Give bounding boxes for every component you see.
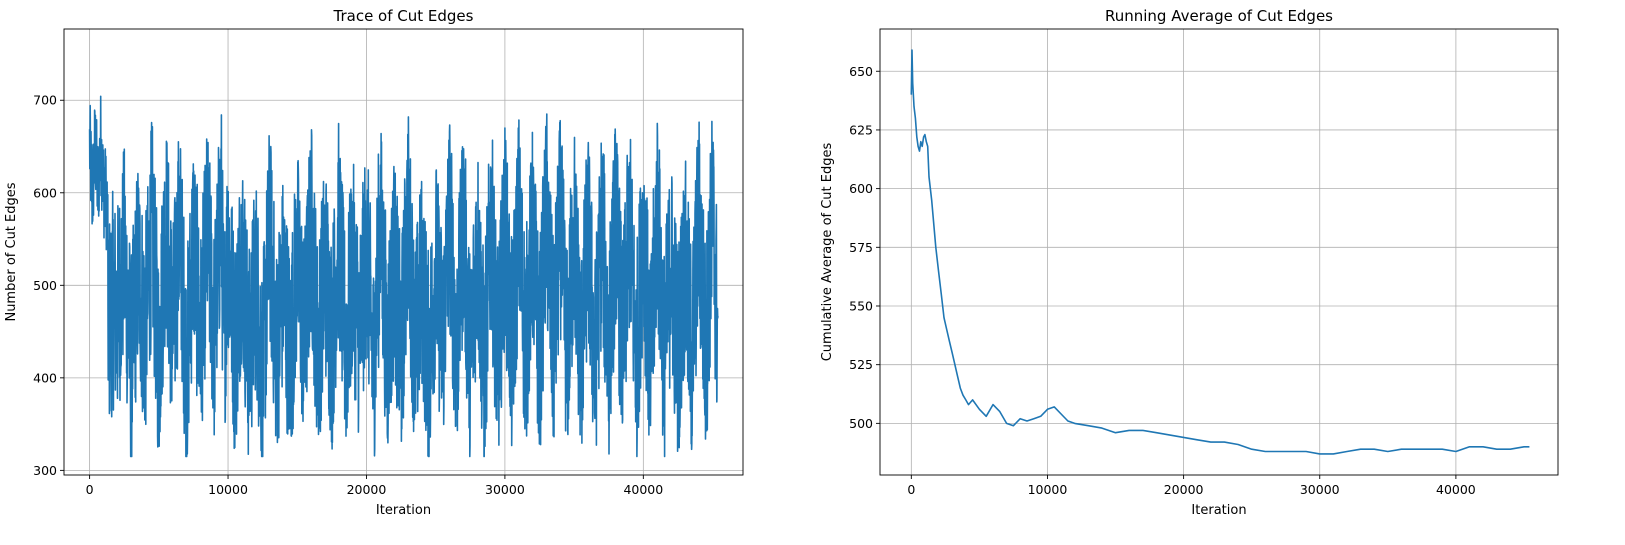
trace-x-axis-label: Iteration (376, 503, 431, 518)
running-average-series-line (910, 49, 1530, 455)
trace-x-tick-label: 40000 (623, 482, 663, 497)
trace-plot-frame (63, 28, 744, 476)
running-average-chart-title: Running Average of Cut Edges (1105, 7, 1333, 25)
running-average-chart: 0 10000 20000 30000 40000 500 525 550 575 600 625 6… (820, 7, 1559, 518)
running-average-x-tick-label: 10000 (1028, 482, 1068, 497)
running-average-y-tick-label: 500 (849, 416, 873, 431)
running-average-y-tick-label: 650 (849, 64, 873, 79)
running-average-x-tick-label: 20000 (1164, 482, 1204, 497)
running-average-gridlines (880, 29, 1558, 475)
trace-series-line (88, 95, 719, 458)
running-average-y-tick-label: 550 (849, 298, 873, 313)
running-average-y-tick-label: 575 (849, 240, 873, 255)
running-average-x-tick-label: 0 (907, 482, 915, 497)
trace-x-tick-label: 0 (86, 482, 94, 497)
trace-y-tick-label: 600 (33, 185, 57, 200)
trace-chart-title: Trace of Cut Edges (333, 7, 474, 25)
trace-x-tick-label: 10000 (208, 482, 248, 497)
trace-y-tick-label: 300 (33, 463, 57, 478)
running-average-x-tick-label: 30000 (1300, 482, 1340, 497)
running-average-x-axis-label: Iteration (1191, 503, 1246, 518)
running-average-y-tick-label: 600 (849, 181, 873, 196)
running-average-x-tick-label: 40000 (1436, 482, 1476, 497)
trace-chart: 0 10000 20000 30000 40000 300 400 500 600 700 Tra… (4, 7, 744, 518)
running-average-y-tick-label: 525 (849, 357, 873, 372)
running-average-y-axis-label: Cumulative Average of Cut Edges (820, 143, 835, 362)
running-average-plot-frame (879, 28, 1559, 476)
running-average-axis-ticks: 0 10000 20000 30000 40000 500 525 550 575 600 625 6… (849, 64, 1476, 497)
trace-y-tick-label: 500 (33, 278, 57, 293)
trace-axis-ticks: 0 10000 20000 30000 40000 300 400 500 600 700 (33, 93, 663, 497)
trace-x-tick-label: 20000 (347, 482, 387, 497)
trace-y-tick-label: 700 (33, 93, 57, 108)
running-average-y-tick-label: 625 (849, 122, 873, 137)
trace-x-tick-label: 30000 (485, 482, 525, 497)
trace-y-tick-label: 400 (33, 370, 57, 385)
trace-y-axis-label: Number of Cut Edges (4, 182, 19, 321)
